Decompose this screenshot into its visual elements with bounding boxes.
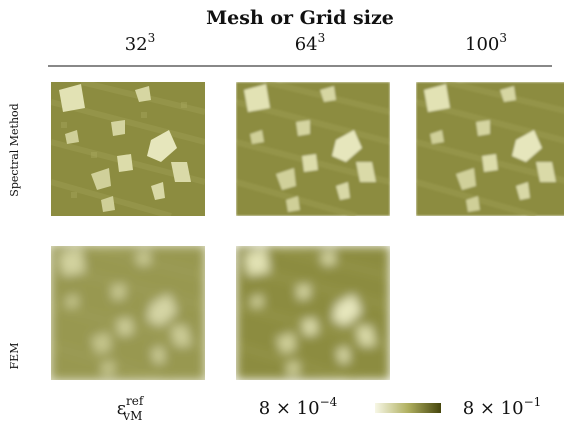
- colorbar-min-label: 8 × 10−4: [259, 395, 338, 419]
- mantissa: 8 × 10: [259, 398, 320, 419]
- field-image: [236, 246, 390, 380]
- field-image: [416, 82, 564, 216]
- column-label: 323: [125, 31, 156, 55]
- mantissa: 8 × 10: [463, 398, 524, 419]
- symbol-subscript: vM: [122, 409, 142, 423]
- row-label: FEM: [8, 343, 21, 370]
- exponent: −4: [320, 395, 338, 409]
- colorbar: [375, 403, 441, 413]
- column-label: 643: [295, 31, 326, 55]
- field-image: [236, 82, 390, 216]
- column-base: 32: [125, 34, 148, 55]
- figure-title: Mesh or Grid size: [206, 7, 394, 29]
- column-label: 1003: [465, 31, 507, 55]
- column-base: 64: [295, 34, 318, 55]
- column-exponent: 3: [499, 31, 507, 45]
- symbol-superscript: ref: [126, 394, 145, 408]
- column-exponent: 3: [318, 31, 326, 45]
- row-label: Spectral Method: [8, 103, 21, 196]
- column-exponent: 3: [148, 31, 156, 45]
- field-image: [51, 246, 205, 380]
- field-image: [51, 82, 205, 216]
- column-base: 100: [465, 34, 499, 55]
- exponent: −1: [524, 395, 542, 409]
- colorbar-max-label: 8 × 10−1: [463, 395, 542, 419]
- figure: Mesh or Grid size 323 643 1003 Spectral …: [0, 0, 564, 430]
